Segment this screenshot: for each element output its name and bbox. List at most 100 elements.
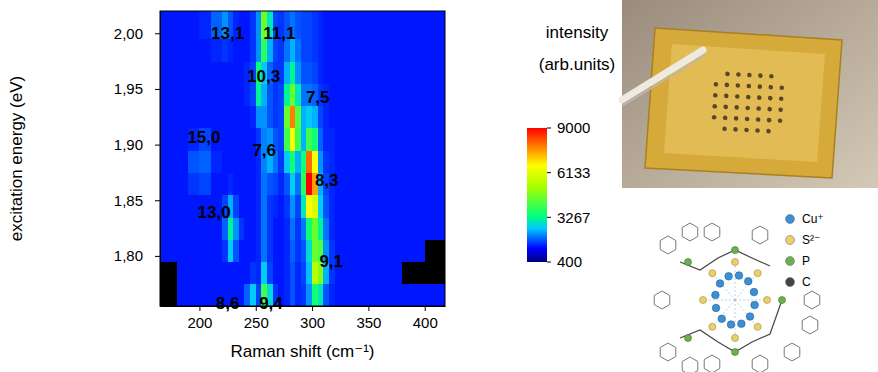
heatmap-cell xyxy=(357,61,380,84)
heatmap-cell xyxy=(160,11,177,39)
heatmap-cell xyxy=(380,83,403,106)
y-tick-label: 1,90 xyxy=(114,136,143,153)
sulfur-atom xyxy=(754,323,761,330)
heatmap-cell xyxy=(160,150,177,173)
heatmap-cell xyxy=(312,61,318,84)
heatmap-cell xyxy=(273,195,279,218)
heatmap-cell xyxy=(160,261,177,284)
chip-hole xyxy=(757,95,762,100)
y-tick-label: 1,85 xyxy=(114,192,143,209)
heatmap-cell xyxy=(244,172,250,195)
heatmap-cell xyxy=(290,284,296,306)
heatmap-cell xyxy=(177,39,189,62)
heatmap-cell xyxy=(312,284,318,306)
heatmap-cell xyxy=(233,128,239,151)
heatmap-cell xyxy=(188,261,200,284)
copper-atom xyxy=(744,277,752,285)
heatmap-cell xyxy=(239,284,245,306)
chip-hole xyxy=(734,116,739,121)
heatmap-cell xyxy=(402,39,425,62)
heatmap-cell xyxy=(177,106,189,129)
sulfur-atom xyxy=(700,297,707,304)
heatmap-cell xyxy=(177,61,189,84)
heatmap-cell xyxy=(250,217,256,240)
heatmap-cell xyxy=(357,150,380,173)
heatmap-cell xyxy=(188,39,200,62)
heatmap-cell xyxy=(306,284,312,306)
legend-label: S²⁻ xyxy=(802,233,820,247)
heatmap-cell xyxy=(290,128,296,151)
heatmap-cell xyxy=(273,172,279,195)
heatmap-cell xyxy=(273,239,279,262)
heatmap-cell xyxy=(318,195,324,218)
y-axis-line xyxy=(160,12,161,307)
heatmap-cell xyxy=(380,150,403,173)
heatmap-cell xyxy=(256,261,262,284)
heatmap-cell xyxy=(323,150,329,173)
x-tick-label: 200 xyxy=(187,314,212,331)
heatmap-cell xyxy=(290,172,296,195)
heatmap-cell xyxy=(329,11,335,39)
heatmap-cell xyxy=(295,106,301,129)
chip-hole xyxy=(744,128,749,133)
sulfur-atom xyxy=(732,335,739,342)
heatmap-cell xyxy=(306,150,312,173)
heatmap-cell xyxy=(335,11,358,39)
heatmap-cell xyxy=(290,150,296,173)
heatmap-cell xyxy=(301,261,307,284)
x-tick-label: 400 xyxy=(413,314,438,331)
x-tick-label: 350 xyxy=(356,314,381,331)
heatmap-cell xyxy=(199,284,211,306)
chip-hole xyxy=(713,82,718,87)
colorbar-ramp xyxy=(527,128,547,262)
heatmap-cell xyxy=(380,11,403,39)
colorbar-tick xyxy=(547,262,551,263)
heatmap-cell xyxy=(380,172,403,195)
chip-hole xyxy=(768,96,773,101)
heatmap-cell xyxy=(199,11,211,39)
heatmap-cell xyxy=(318,284,324,306)
heatmap-cell xyxy=(318,61,324,84)
heatmap-cell xyxy=(306,261,312,284)
heatmap-cell xyxy=(211,106,223,129)
heatmap-cell xyxy=(284,172,290,195)
heatmap-cell xyxy=(301,39,307,62)
heatmap-cell xyxy=(318,11,324,39)
sulfur-atom xyxy=(764,297,771,304)
heatmap-cell xyxy=(278,128,284,151)
annotation: 7,5 xyxy=(306,88,330,107)
heatmap-cell xyxy=(278,172,284,195)
y-tick-mark xyxy=(155,145,160,146)
heatmap-cell xyxy=(273,261,279,284)
heatmap-cell xyxy=(228,261,234,284)
heatmap-cell xyxy=(222,239,228,262)
heatmap-cell xyxy=(425,11,445,39)
heatmap-cell xyxy=(188,61,200,84)
heatmap-cell xyxy=(380,195,403,218)
chip-hole xyxy=(733,127,738,132)
chip-hole xyxy=(746,95,751,100)
heatmap-cell xyxy=(425,217,445,240)
heatmap-cell xyxy=(177,261,189,284)
heatmap-cell xyxy=(239,83,245,106)
heatmap-cell xyxy=(250,106,256,129)
heatmap-cell xyxy=(188,239,200,262)
x-tick-label: 250 xyxy=(244,314,269,331)
heatmap-cell xyxy=(250,195,256,218)
chip-hole xyxy=(735,83,740,88)
chip-hole xyxy=(745,106,750,111)
colorbar-tick xyxy=(547,128,551,129)
chip-hole xyxy=(778,118,783,123)
heatmap-cell xyxy=(425,150,445,173)
bond xyxy=(735,300,758,327)
heatmap-cell xyxy=(329,106,335,129)
y-tick-mark xyxy=(155,256,160,257)
heatmap-cell xyxy=(267,195,273,218)
copper-atom xyxy=(716,280,724,288)
heatmap-cell xyxy=(222,172,228,195)
heatmap-cell xyxy=(233,172,239,195)
heatmap-cell xyxy=(228,128,234,151)
heatmap-cell xyxy=(199,83,211,106)
heatmap-cell xyxy=(228,83,234,106)
heatmap-cell xyxy=(267,239,273,262)
